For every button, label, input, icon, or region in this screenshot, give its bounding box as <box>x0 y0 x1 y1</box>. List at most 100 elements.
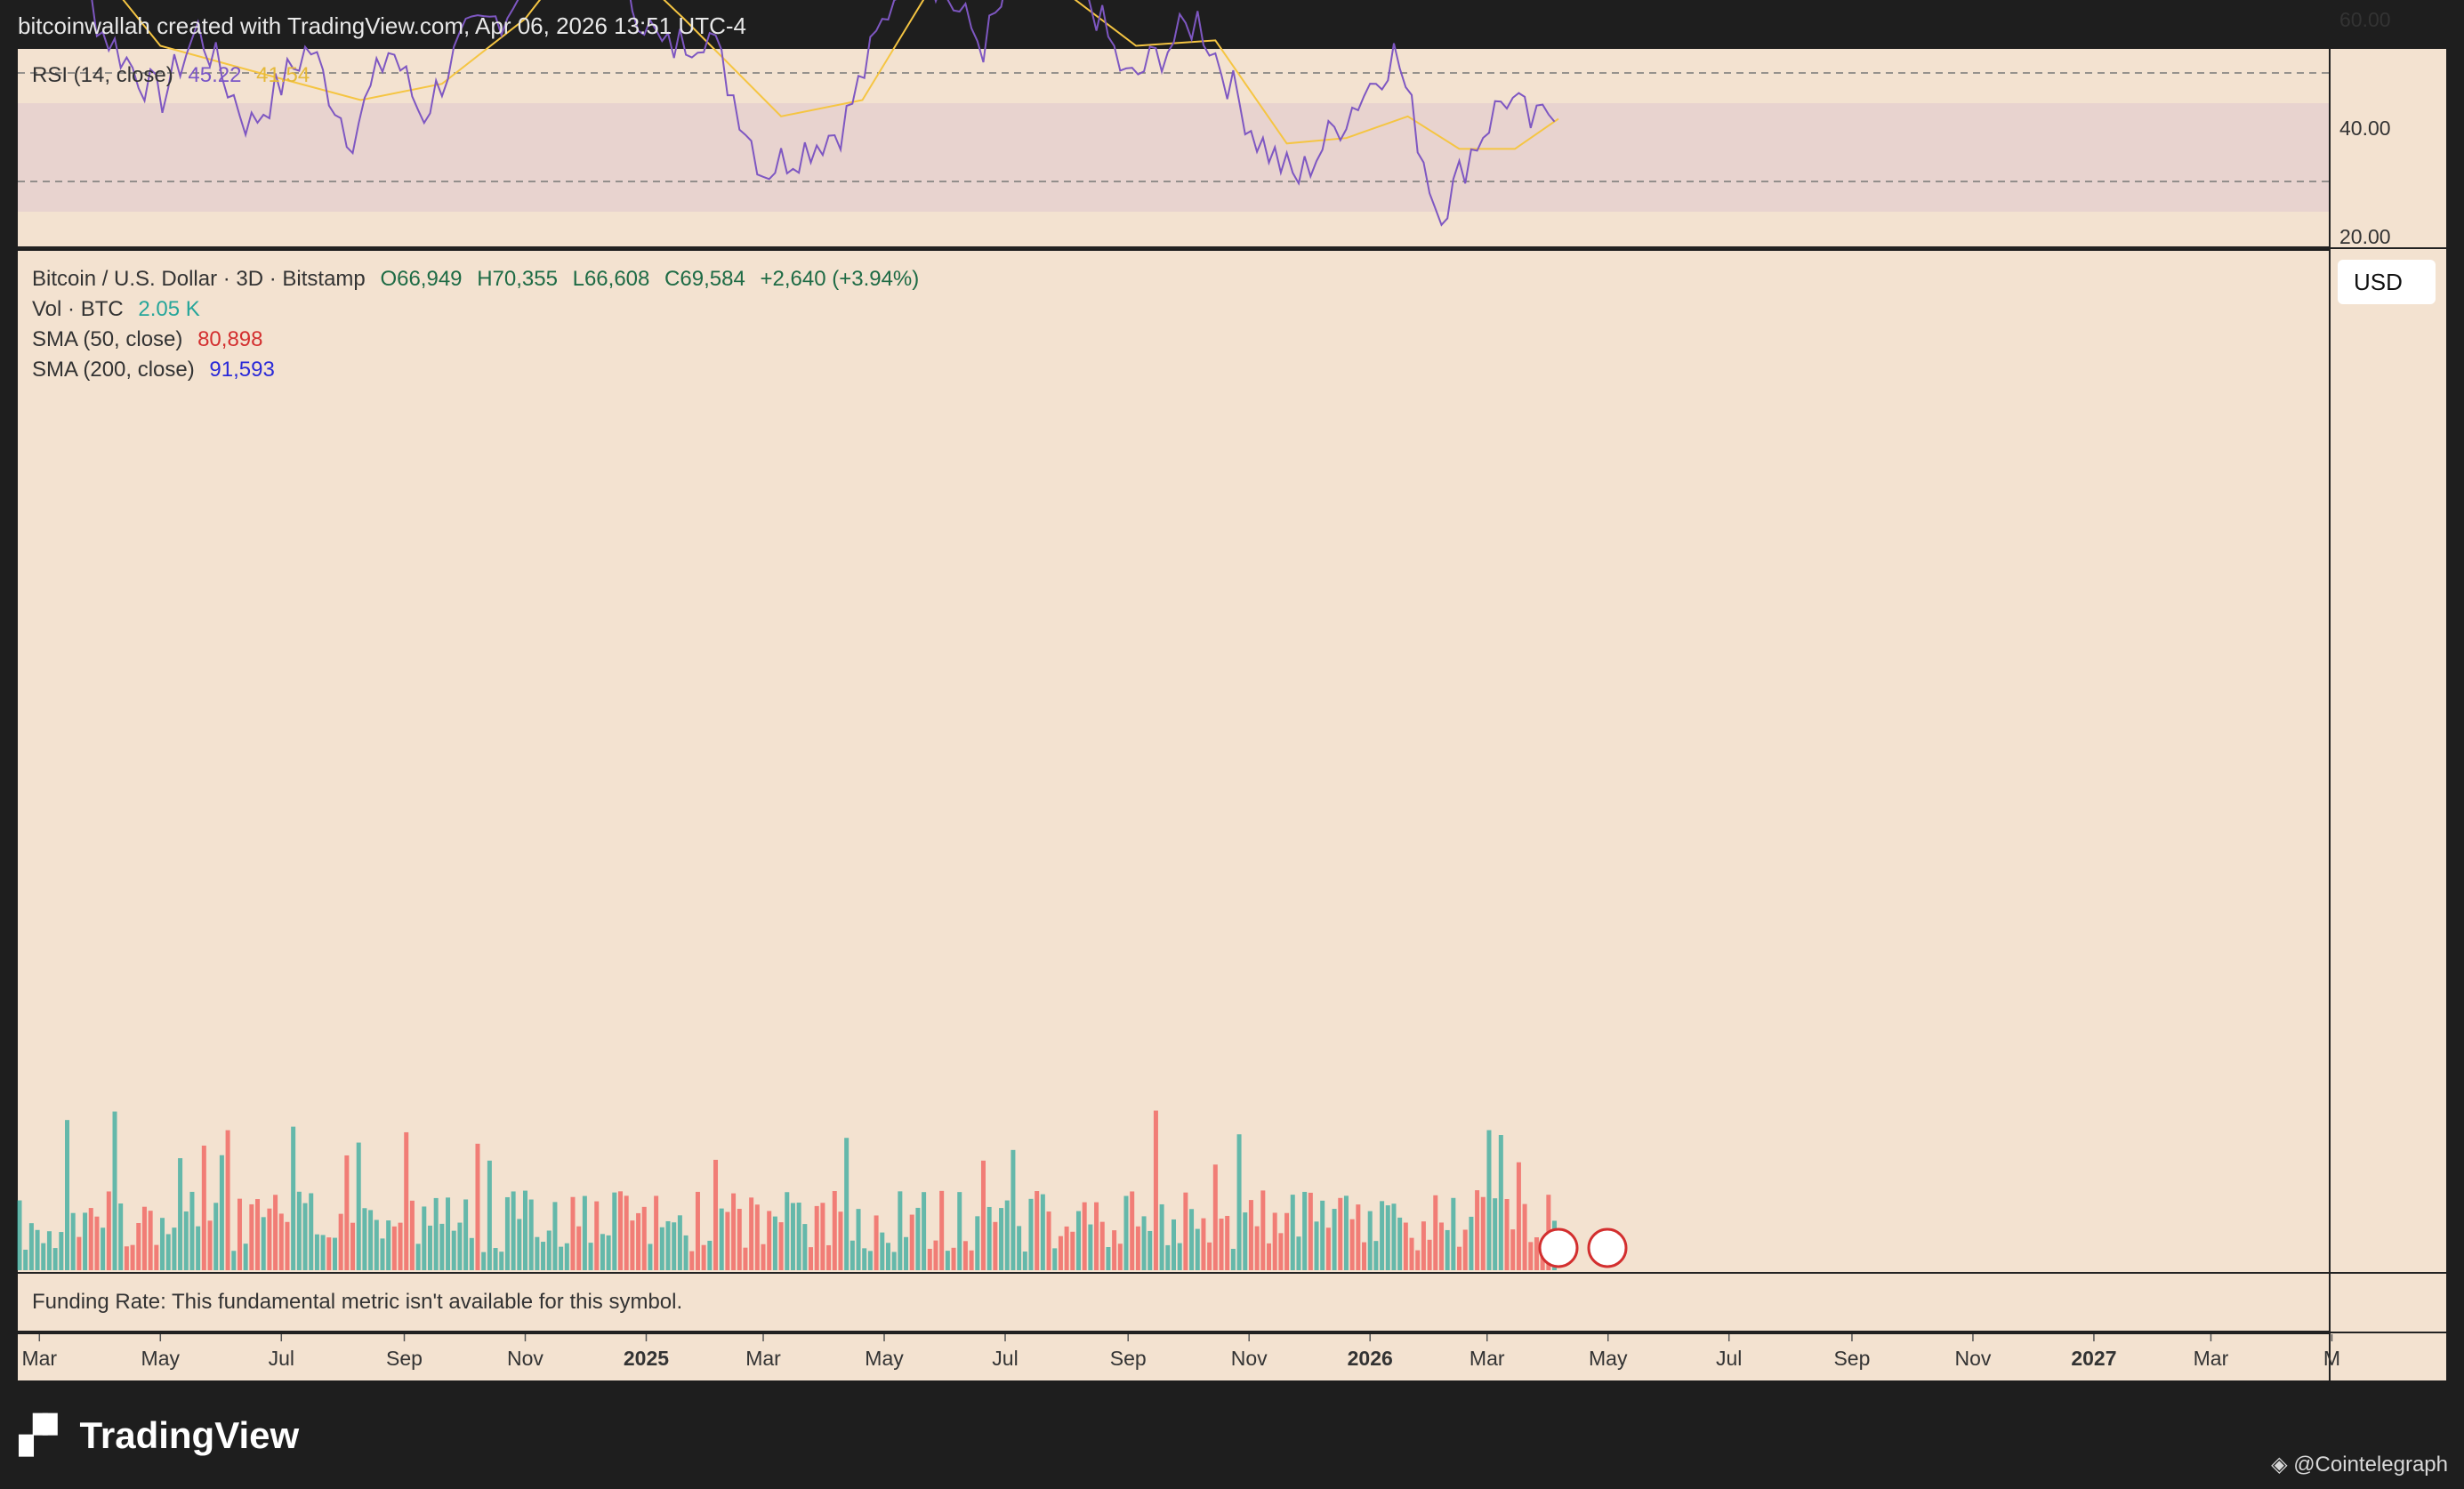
volume-bar <box>344 1155 350 1270</box>
volume-bar <box>237 1198 242 1270</box>
volume-bar <box>1004 1200 1010 1270</box>
volume-bar <box>1421 1221 1426 1270</box>
price-pane-bg <box>18 251 2329 1272</box>
tradingview-logo[interactable]: ▞▘ TradingView <box>20 1414 299 1457</box>
volume-bar <box>999 1208 1004 1270</box>
sma200-legend[interactable]: SMA (200, close) 91,593 <box>32 358 284 382</box>
time-axis-label: Mar <box>21 1347 57 1370</box>
time-axis-label: 2026 <box>1348 1347 1393 1370</box>
volume-bar <box>446 1197 451 1270</box>
volume-bar <box>1438 1222 1444 1270</box>
volume-bar <box>517 1219 522 1270</box>
volume-bar <box>1427 1239 1432 1270</box>
symbol-legend[interactable]: Bitcoin / U.S. Dollar · 3D · Bitstamp O6… <box>32 267 928 292</box>
volume-bar <box>1445 1229 1450 1270</box>
volume-bar <box>1046 1211 1051 1270</box>
volume-bar <box>767 1211 772 1270</box>
volume-bar <box>148 1211 153 1270</box>
volume-bar <box>802 1224 808 1270</box>
volume-bar <box>838 1211 843 1270</box>
volume-bar <box>749 1197 754 1270</box>
volume-bar <box>183 1211 189 1270</box>
tradingview-brand-text: TradingView <box>79 1414 300 1456</box>
volume-bar <box>862 1248 867 1270</box>
sma200-label: SMA (200, close) <box>32 358 195 382</box>
volume-bar <box>820 1203 825 1270</box>
volume-bar <box>546 1230 552 1270</box>
volume-bar <box>243 1244 248 1270</box>
volume-bar <box>1219 1219 1224 1270</box>
volume-bar <box>624 1195 629 1270</box>
volume-bar <box>255 1199 261 1270</box>
volume-legend[interactable]: Vol · BTC 2.05 K <box>32 297 209 322</box>
volume-bar <box>528 1199 534 1270</box>
volume-bar <box>433 1197 439 1270</box>
volume-bar <box>296 1191 302 1270</box>
rsi-line <box>91 0 1556 227</box>
currency-button[interactable]: USD <box>2338 260 2436 304</box>
volume-bar <box>1207 1242 1212 1270</box>
volume-bar <box>659 1227 664 1270</box>
sma50-value: 80,898 <box>197 327 263 351</box>
volume-bar <box>415 1244 421 1270</box>
volume-bar <box>1332 1209 1337 1270</box>
volume-bar <box>1498 1135 1503 1270</box>
volume-bar <box>409 1200 415 1270</box>
volume-bar <box>725 1211 730 1270</box>
volume-bar <box>559 1246 564 1270</box>
rsi-label: RSI (14, close) <box>32 63 173 87</box>
volume-bar <box>451 1230 456 1270</box>
volume-bar <box>880 1232 885 1270</box>
volume-bar <box>1504 1199 1510 1270</box>
volume-bar <box>975 1216 980 1270</box>
volume-bar <box>499 1252 504 1270</box>
volume-bar <box>1380 1201 1385 1270</box>
volume-bar <box>1320 1200 1325 1270</box>
volume-bar <box>874 1215 879 1270</box>
volume-bar <box>1243 1212 1248 1270</box>
volume-bar <box>88 1208 93 1270</box>
volume-bar <box>41 1243 46 1270</box>
volume-bar <box>719 1208 724 1270</box>
volume-bar <box>1534 1237 1539 1270</box>
volume-bar <box>112 1111 117 1270</box>
volume-bar <box>481 1252 487 1270</box>
rsi-legend[interactable]: RSI (14, close) 45.22 41.54 <box>32 63 318 88</box>
volume-bar <box>350 1222 356 1270</box>
volume-bar <box>785 1192 790 1270</box>
volume-bar <box>231 1251 237 1270</box>
volume-bar <box>1391 1203 1397 1270</box>
time-axis-label: M <box>2323 1347 2340 1370</box>
time-axis-label: Nov <box>1954 1347 1991 1370</box>
volume-bar <box>790 1203 795 1270</box>
volume-bar <box>1153 1110 1158 1270</box>
volume-bar <box>1451 1197 1456 1270</box>
volume-layer <box>17 1110 1558 1270</box>
volume-bar <box>600 1234 605 1270</box>
volume-bar <box>76 1236 82 1270</box>
time-axis-label: Jul <box>269 1347 294 1370</box>
rsi-axis-label: 20.00 <box>2339 225 2391 248</box>
volume-bar <box>683 1235 688 1270</box>
volume-bar <box>1159 1203 1164 1270</box>
volume-bar <box>249 1203 254 1270</box>
volume-bar <box>1367 1211 1373 1270</box>
volume-bar <box>28 1223 34 1270</box>
volume-bar <box>273 1195 278 1270</box>
volume-bar <box>309 1193 314 1270</box>
volume-bar <box>1230 1248 1236 1270</box>
symbol-title: Bitcoin / U.S. Dollar · 3D · Bitstamp <box>32 267 366 291</box>
volume-bar <box>1172 1219 1176 1270</box>
time-axis-label: Jul <box>1716 1347 1742 1370</box>
volume-bar <box>701 1244 706 1270</box>
time-axis-label: Mar <box>2194 1347 2229 1370</box>
volume-bar <box>648 1244 653 1270</box>
sma50-legend[interactable]: SMA (50, close) 80,898 <box>32 327 271 352</box>
volume-bar <box>1135 1226 1140 1270</box>
volume-bar <box>1058 1235 1063 1270</box>
volume-bar <box>391 1226 397 1270</box>
volume-bar <box>713 1159 719 1270</box>
volume-bar <box>380 1238 385 1270</box>
volume-bar <box>493 1248 498 1270</box>
